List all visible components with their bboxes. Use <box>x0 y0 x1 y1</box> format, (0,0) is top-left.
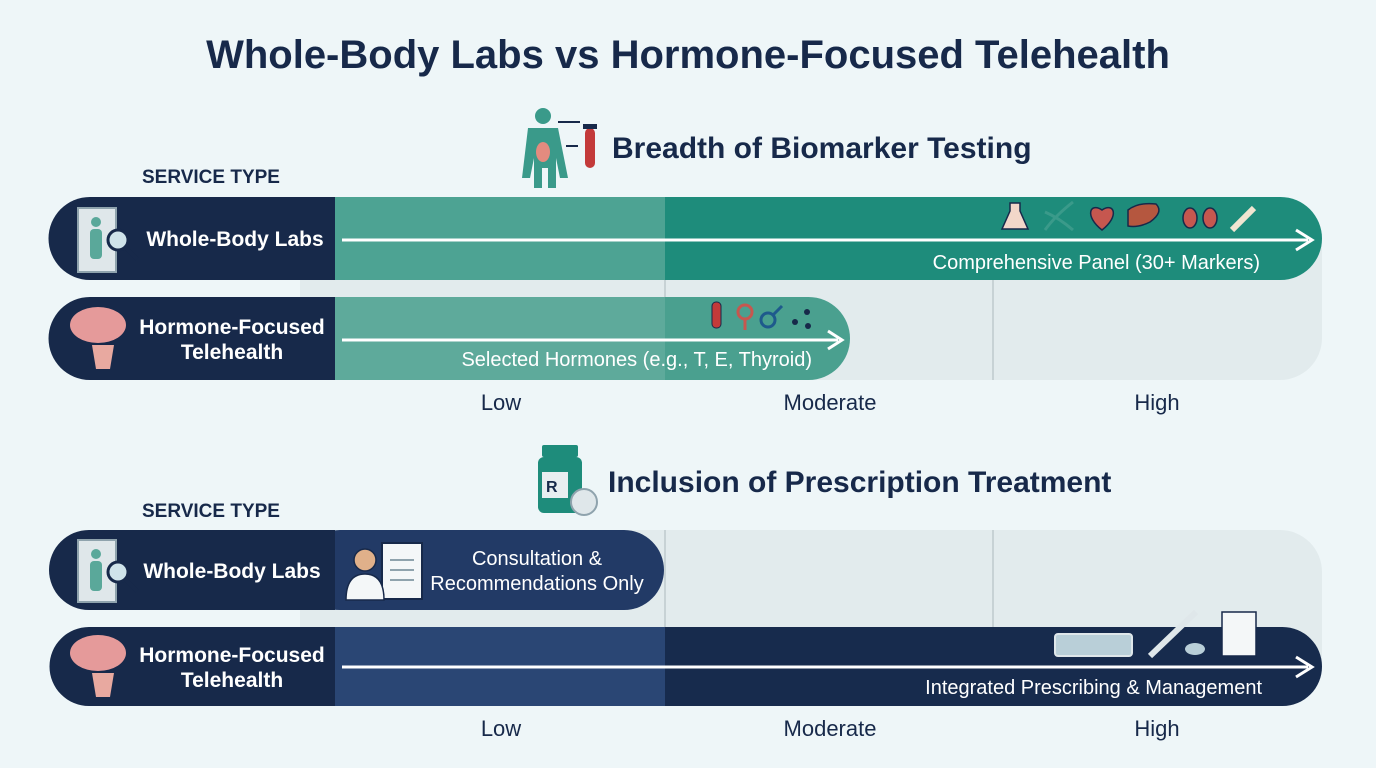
arrow-head <box>1295 228 1315 252</box>
section-heading: Inclusion of Prescription Treatment <box>608 466 1111 499</box>
scale-label: Moderate <box>784 716 877 741</box>
row-label-pill <box>48 197 335 280</box>
lab-icon <box>77 539 139 603</box>
arrow-head <box>827 329 845 351</box>
section-heading: Breadth of Biomarker Testing <box>612 132 1032 165</box>
row-label: Hormone-Focused <box>139 316 325 339</box>
axis-label: SERVICE TYPE <box>142 501 280 522</box>
svg-text:R: R <box>546 479 558 496</box>
bar-text: Consultation & <box>472 548 603 570</box>
pill-bottle-icon: R <box>538 445 598 516</box>
rx-icons <box>1054 609 1257 659</box>
arrow-head <box>1295 655 1315 679</box>
scale-label: High <box>1134 716 1179 741</box>
bar-text: Recommendations Only <box>430 573 643 595</box>
brain-icon <box>70 635 126 697</box>
title: Whole-Body Labs vs Hormone-Focused Teleh… <box>206 33 1170 77</box>
scale-label: High <box>1134 390 1179 415</box>
row-label: Whole-Body Labs <box>146 228 323 251</box>
lab-icon <box>77 207 139 273</box>
section-biomarker: Breadth of Biomarker Testing SERVICE TYP… <box>48 108 1322 415</box>
row-label-pill <box>49 530 335 610</box>
scale-label: Low <box>481 390 521 415</box>
scale-label: Moderate <box>784 390 877 415</box>
row-label: Hormone-Focused <box>139 644 325 667</box>
marker-icons <box>1000 200 1257 233</box>
hormone-icons <box>711 301 811 330</box>
row-label: Telehealth <box>181 341 283 364</box>
section-prescription: R Inclusion of Prescription Treatment SE… <box>49 445 1322 741</box>
axis-label: SERVICE TYPE <box>142 167 280 188</box>
bar-text: Integrated Prescribing & Management <box>925 677 1262 699</box>
bar-text: Comprehensive Panel (30+ Markers) <box>933 252 1260 274</box>
doctor-icon <box>345 542 423 601</box>
body-icon <box>522 108 597 188</box>
row-label: Telehealth <box>181 669 283 692</box>
brain-icon <box>70 307 126 369</box>
scale-label: Low <box>481 716 521 741</box>
bar-text: Selected Hormones (e.g., T, E, Thyroid) <box>461 349 812 371</box>
row-label: Whole-Body Labs <box>143 560 320 583</box>
